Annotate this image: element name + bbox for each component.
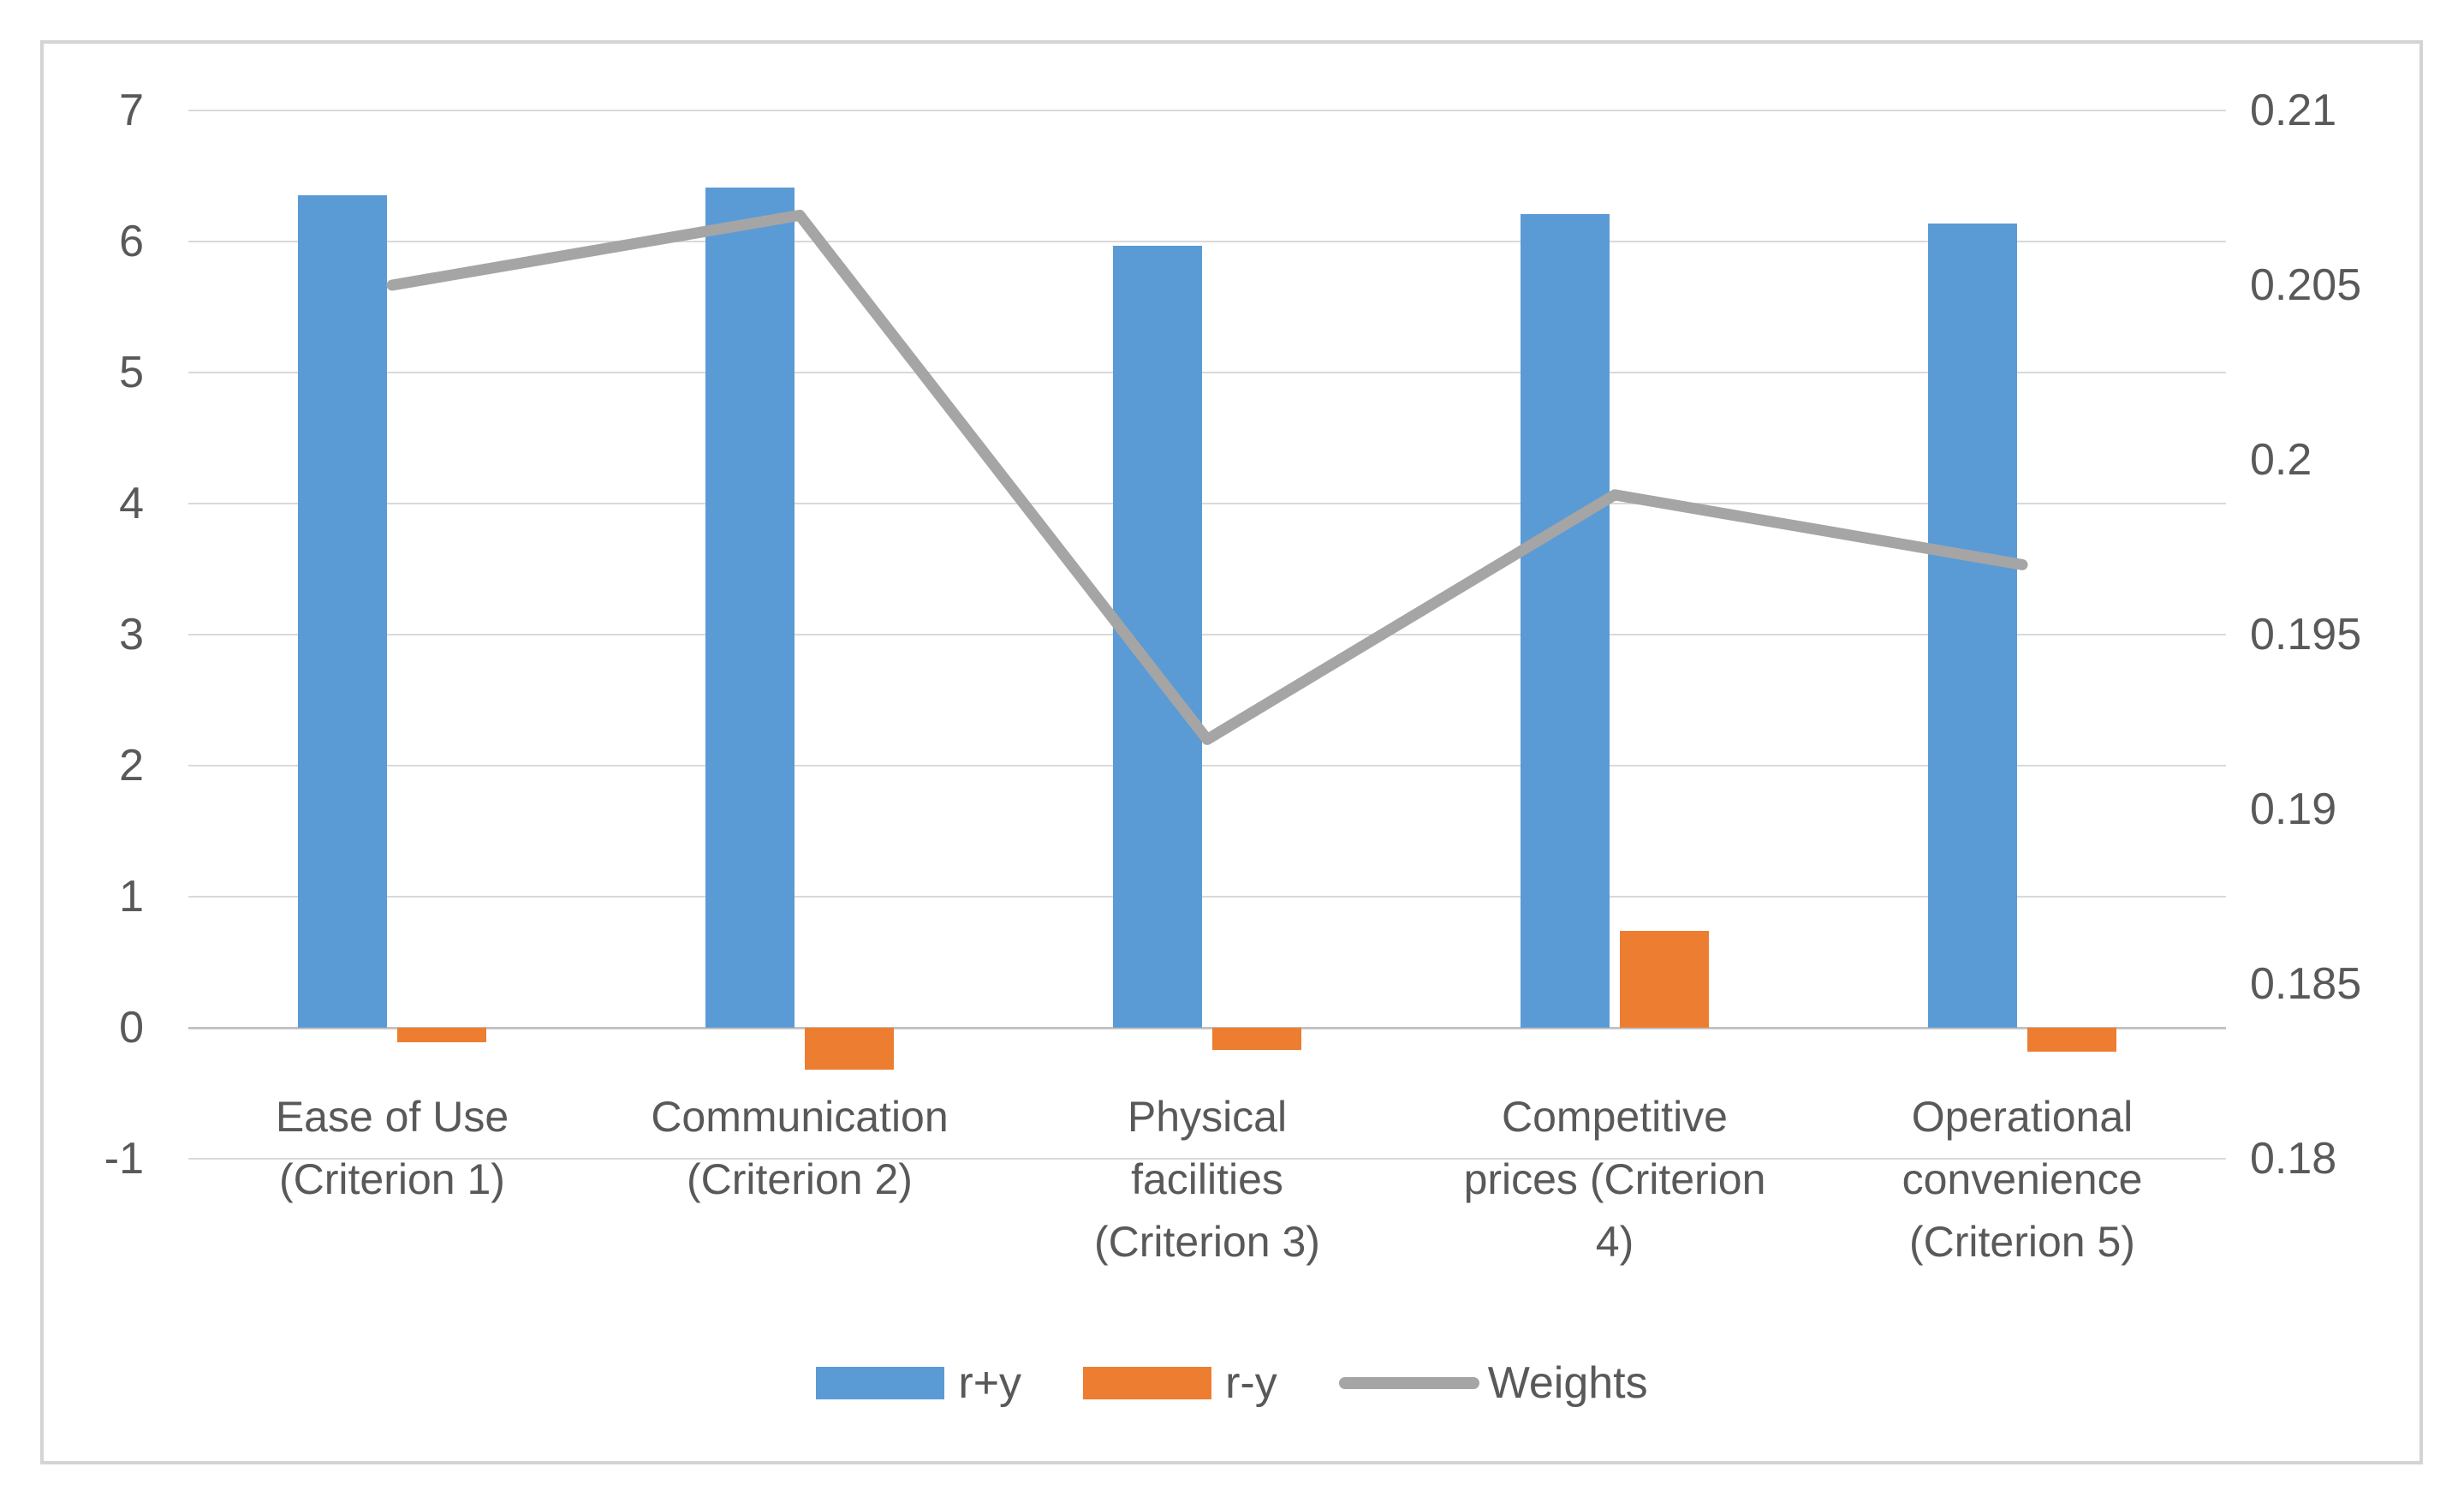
- legend-label: r+y: [958, 1358, 1022, 1408]
- legend-item-r+y: r+y: [816, 1357, 1021, 1409]
- zero-axis-line: [188, 1027, 2226, 1029]
- gridline: [188, 372, 2226, 373]
- left-axis-tick-label: 1: [119, 872, 144, 921]
- gridline: [188, 241, 2226, 242]
- category-label-line: (Criterion 1): [279, 1155, 505, 1203]
- legend-line-icon: [1338, 1377, 1479, 1389]
- bar-r-y-4: [1620, 930, 1709, 1028]
- right-axis-tick-label: 0.19: [2250, 784, 2337, 834]
- legend-item-Weights: Weights: [1338, 1357, 1648, 1409]
- right-axis-tick-label: 0.195: [2250, 610, 2362, 659]
- category-label-line: prices (Criterion: [1463, 1155, 1766, 1203]
- bar-r+y-5: [1928, 223, 2017, 1028]
- left-axis-tick-label: 5: [119, 348, 144, 397]
- bar-r+y-3: [1113, 245, 1202, 1028]
- category-label-1: Ease of Use (Criterion 1): [191, 1086, 593, 1211]
- bar-r+y-2: [705, 188, 795, 1028]
- category-label-line: 4): [1595, 1218, 1634, 1266]
- left-axis-tick-label: 2: [119, 741, 144, 790]
- legend-label: r-y: [1225, 1358, 1277, 1408]
- category-label-3: Physical facilities (Criterion 3): [1006, 1086, 1408, 1273]
- category-label-line: Communication: [651, 1093, 949, 1141]
- gridline: [188, 503, 2226, 504]
- legend: r+y r-y Weights: [0, 1353, 2464, 1413]
- right-axis-tick-label: 0.2: [2250, 435, 2312, 485]
- category-label-line: (Criterion 5): [1909, 1218, 2135, 1266]
- category-label-line: (Criterion 3): [1094, 1218, 1320, 1266]
- right-axis-tick-label: 0.185: [2250, 959, 2362, 1009]
- category-label-line: Operational: [1911, 1093, 2134, 1141]
- left-axis-tick-label: 7: [119, 86, 144, 135]
- legend-label: Weights: [1487, 1358, 1648, 1408]
- right-axis-tick-label: 0.205: [2250, 260, 2362, 310]
- right-axis-tick-label: 0.18: [2250, 1134, 2337, 1184]
- legend-swatch-icon: [1083, 1367, 1212, 1399]
- bar-r-y-5: [2027, 1028, 2116, 1052]
- bar-r+y-4: [1521, 213, 1610, 1028]
- bar-r+y-1: [298, 195, 387, 1028]
- bar-r-y-2: [805, 1028, 894, 1070]
- bar-r-y-1: [397, 1028, 486, 1042]
- left-axis-tick-label: -1: [104, 1134, 144, 1184]
- category-label-line: facilities: [1131, 1155, 1283, 1203]
- gridline: [188, 634, 2226, 635]
- category-label-line: (Criterion 2): [687, 1155, 913, 1203]
- gridline: [188, 896, 2226, 898]
- legend-swatch-icon: [816, 1367, 945, 1399]
- bar-r-y-3: [1212, 1028, 1301, 1050]
- gridline: [188, 765, 2226, 766]
- gridline: [188, 1158, 2226, 1160]
- right-axis-tick-label: 0.21: [2250, 86, 2337, 135]
- legend-item-r-y: r-y: [1083, 1357, 1277, 1409]
- category-label-line: convenience: [1902, 1155, 2143, 1203]
- category-label-line: Ease of Use: [275, 1093, 509, 1141]
- category-label-5: Operational convenience (Criterion 5): [1821, 1086, 2223, 1273]
- category-label-4: Competitive prices (Criterion 4): [1414, 1086, 1816, 1273]
- left-axis-tick-label: 4: [119, 479, 144, 528]
- left-axis-tick-label: 0: [119, 1003, 144, 1053]
- category-label-line: Physical: [1127, 1093, 1288, 1141]
- left-axis-tick-label: 3: [119, 610, 144, 659]
- left-axis-tick-label: 6: [119, 217, 144, 266]
- gridline: [188, 110, 2226, 111]
- category-label-2: Communication (Criterion 2): [598, 1086, 1001, 1211]
- category-label-line: Competitive: [1502, 1093, 1728, 1141]
